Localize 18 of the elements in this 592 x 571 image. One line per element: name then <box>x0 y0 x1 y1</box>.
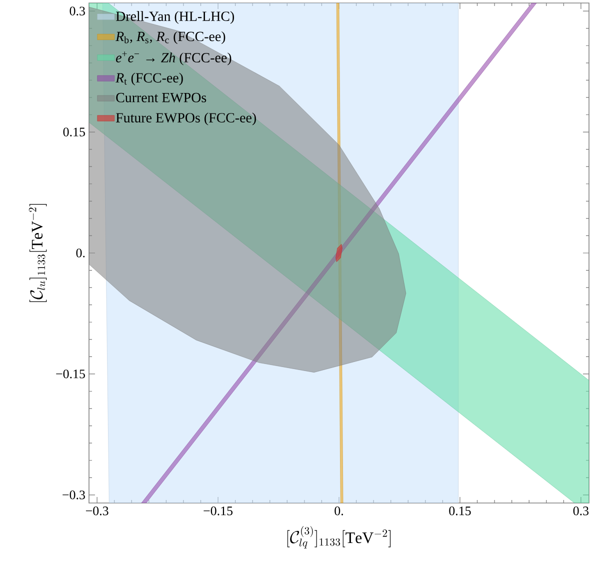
y-tick-label: −0.15 <box>56 370 85 378</box>
y-axis-title: $[\mathcal{C}_{lu}]_{1133}[\mathrm{TeV}^{-2}]$ <box>28 204 47 302</box>
legend-label: Drell-Yan (HL-LHC) <box>116 11 234 24</box>
y-tick-label: 0.15 <box>63 128 85 136</box>
legend-label: Current EWPOs <box>116 92 206 102</box>
x-tick-label: 0.15 <box>449 506 471 516</box>
y-tick-label: 0. <box>76 248 85 258</box>
x-tick-label: −0.15 <box>204 506 233 516</box>
y-tick-label: −0.3 <box>62 490 85 500</box>
legend-label: R$_{t}$ (FCC-ee) <box>116 72 183 86</box>
x-tick-label: −0.3 <box>86 506 108 516</box>
x-tick-label: 0.3 <box>573 506 589 516</box>
y-tick-label: 0.3 <box>70 6 85 16</box>
legend-label: Future EWPOs (FCC-ee) <box>116 112 256 126</box>
x-tick-label: 0. <box>334 506 344 516</box>
legend-label: e$^{+}$e$^{−}$ → Zh (FCC-ee) <box>116 52 232 66</box>
text: R$_{b}$, R$_{s}$, R$_{c}$ (FCC-ee) <box>116 31 226 44</box>
x-axis-title: $[\mathcal{C}_{lq}^{(3)}]_{1133}[\mathrm{TeV}^{-2}]$ <box>287 526 391 548</box>
